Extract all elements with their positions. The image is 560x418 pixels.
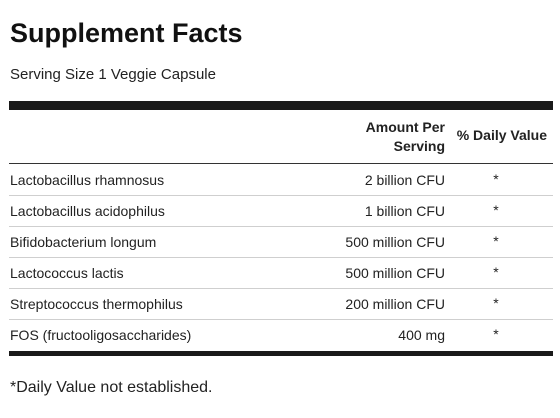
ingredient-daily-value: * xyxy=(493,202,499,218)
table-row: Lactococcus lactis 500 million CFU * xyxy=(9,258,553,289)
ingredient-amount: 500 million CFU xyxy=(345,234,445,250)
amount-header-line2: Serving xyxy=(393,138,445,154)
table-row: Lactobacillus rhamnosus 2 billion CFU * xyxy=(9,165,553,196)
table-row: Lactobacillus acidophilus 1 billion CFU … xyxy=(9,196,553,227)
ingredient-daily-value: * xyxy=(493,233,499,249)
ingredient-daily-value: * xyxy=(493,326,499,342)
ingredient-name: Lactobacillus rhamnosus xyxy=(10,172,165,188)
amount-header-line1: Amount Per xyxy=(365,119,445,135)
serving-size: Serving Size 1 Veggie Capsule xyxy=(10,66,216,83)
amount-per-serving-header: Amount Per Serving xyxy=(325,118,445,156)
daily-value-header: % Daily Value xyxy=(456,127,547,143)
ingredient-amount: 400 mg xyxy=(398,327,445,343)
panel-title: Supplement Facts xyxy=(10,18,243,48)
footnote: *Daily Value not established. xyxy=(10,379,213,396)
table-row: FOS (fructooligosaccharides) 400 mg * xyxy=(9,320,553,351)
ingredient-amount: 2 billion CFU xyxy=(364,172,445,188)
ingredient-name: Streptococcus thermophilus xyxy=(10,296,183,312)
ingredient-daily-value: * xyxy=(493,171,499,187)
ingredient-amount: 200 million CFU xyxy=(345,296,445,312)
ingredient-name: Lactobacillus acidophilus xyxy=(10,203,165,219)
table-row: Bifidobacterium longum 500 million CFU * xyxy=(9,227,553,258)
ingredient-daily-value: * xyxy=(493,295,499,311)
top-divider xyxy=(9,101,553,110)
ingredient-daily-value: * xyxy=(493,264,499,280)
ingredient-name: Bifidobacterium longum xyxy=(10,234,157,250)
ingredient-name: FOS (fructooligosaccharides) xyxy=(10,327,192,343)
ingredient-amount: 1 billion CFU xyxy=(364,203,445,219)
ingredient-name: Lactococcus lactis xyxy=(10,265,124,281)
nutrient-rows: Lactobacillus rhamnosus 2 billion CFU * … xyxy=(9,165,553,351)
ingredient-amount: 500 million CFU xyxy=(345,265,445,281)
table-row: Streptococcus thermophilus 200 million C… xyxy=(9,289,553,320)
table-header: Amount Per Serving % Daily Value xyxy=(9,110,553,164)
bottom-divider xyxy=(9,351,553,356)
